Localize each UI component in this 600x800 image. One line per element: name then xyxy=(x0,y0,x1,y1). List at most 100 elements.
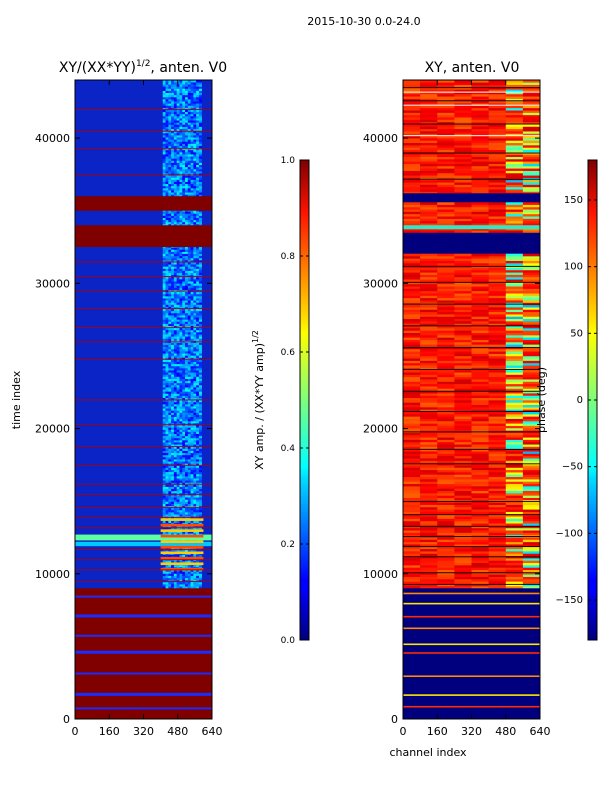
amp-cell xyxy=(165,181,169,185)
amp-cell xyxy=(196,459,200,462)
amp-cell xyxy=(185,355,189,358)
phase-cell xyxy=(505,126,524,130)
amp-cell xyxy=(185,565,189,568)
amp-cell xyxy=(171,586,175,589)
amp-cell xyxy=(196,353,200,356)
amp-cell xyxy=(168,116,172,119)
amp-cell xyxy=(182,459,186,462)
phase-cell xyxy=(488,420,506,424)
amp-cell xyxy=(165,130,169,134)
amp-cell xyxy=(179,365,183,369)
amp-cell xyxy=(196,264,200,267)
amp-cell xyxy=(162,476,166,479)
phase-cell xyxy=(403,335,421,338)
amp-cell xyxy=(182,152,186,155)
amp-cell xyxy=(190,319,194,322)
phase-cell xyxy=(471,256,489,259)
amp-cell xyxy=(171,300,175,303)
phase-cell xyxy=(437,145,455,148)
amp-cell xyxy=(162,315,166,318)
amp-cell xyxy=(176,285,180,288)
phase-cell xyxy=(420,314,438,317)
amp-cell xyxy=(182,158,186,161)
phase-cell xyxy=(437,184,455,188)
amp-cell xyxy=(168,137,172,140)
phase-cell xyxy=(437,348,455,352)
phase-cell xyxy=(471,131,489,134)
amp-cell xyxy=(187,431,191,434)
amp-cell xyxy=(182,531,186,534)
amp-cell xyxy=(196,152,200,155)
amp-cell xyxy=(185,334,189,337)
amp-cell xyxy=(165,247,169,250)
amp-cell xyxy=(173,272,177,276)
phase-cell xyxy=(505,309,524,313)
amp-cell xyxy=(198,469,202,473)
phase-cell xyxy=(505,290,524,294)
amp-cell xyxy=(168,336,172,339)
amp-cell xyxy=(168,452,172,456)
amp-cell xyxy=(182,321,186,324)
amp-cell xyxy=(187,287,191,290)
amp-cell xyxy=(168,296,172,299)
phase-cell xyxy=(420,383,438,387)
amp-cell xyxy=(165,135,169,138)
phase-cell xyxy=(403,472,421,475)
amp-cell xyxy=(190,179,194,182)
amp-cell xyxy=(198,577,202,581)
amp-cell xyxy=(185,221,189,225)
amp-flag-line xyxy=(75,424,212,426)
amp-cell xyxy=(198,130,202,134)
phase-cell xyxy=(437,274,455,278)
phase-cell xyxy=(420,124,438,127)
phase-cell xyxy=(522,161,541,164)
amp-cell xyxy=(182,488,186,492)
amp-cell xyxy=(171,249,175,252)
x-tick-label: 320 xyxy=(133,725,154,738)
amp-cell xyxy=(182,351,186,354)
phase-cell xyxy=(437,372,455,375)
amp-cell xyxy=(193,302,197,305)
phase-cell xyxy=(471,142,489,146)
amp-cell xyxy=(198,338,202,341)
amp-cell xyxy=(193,279,197,282)
amp-cell xyxy=(173,550,177,553)
amp-cell xyxy=(162,94,166,98)
amp-cell xyxy=(171,96,175,100)
amp-cell xyxy=(190,285,194,288)
phase-cell xyxy=(505,388,524,392)
amp-cell xyxy=(179,126,183,130)
phase-cell xyxy=(505,269,524,273)
amp-flag-line xyxy=(75,527,212,529)
amp-cell xyxy=(176,363,180,367)
amp-cell xyxy=(198,444,202,447)
phase-cell xyxy=(454,511,472,515)
amp-cell xyxy=(173,319,177,322)
phase-cell xyxy=(505,341,524,345)
amp-cell xyxy=(162,393,166,396)
amp-cell xyxy=(193,291,197,295)
phase-cell xyxy=(522,453,541,457)
amp-cell xyxy=(190,332,194,335)
amp-cell xyxy=(187,308,191,312)
phase-cell xyxy=(437,560,455,564)
amp-cell xyxy=(196,315,200,318)
amp-cell xyxy=(190,357,194,360)
amp-cell xyxy=(190,348,194,352)
amp-cell xyxy=(190,329,194,333)
phase-cell xyxy=(403,407,421,410)
phase-cell xyxy=(505,135,524,139)
amp-cell xyxy=(179,338,183,341)
amp-flag-line xyxy=(75,174,212,176)
phase-cell xyxy=(454,416,472,419)
amp-cell xyxy=(193,416,197,420)
phase-cell xyxy=(471,290,489,294)
amp-cell xyxy=(168,384,172,388)
amp-cell xyxy=(190,101,194,104)
phase-cell xyxy=(522,323,541,327)
phase-cell xyxy=(488,411,506,415)
phase-cell xyxy=(505,493,524,496)
amp-cell xyxy=(173,192,177,195)
phase-cell xyxy=(488,216,506,219)
phase-cell xyxy=(437,202,455,205)
